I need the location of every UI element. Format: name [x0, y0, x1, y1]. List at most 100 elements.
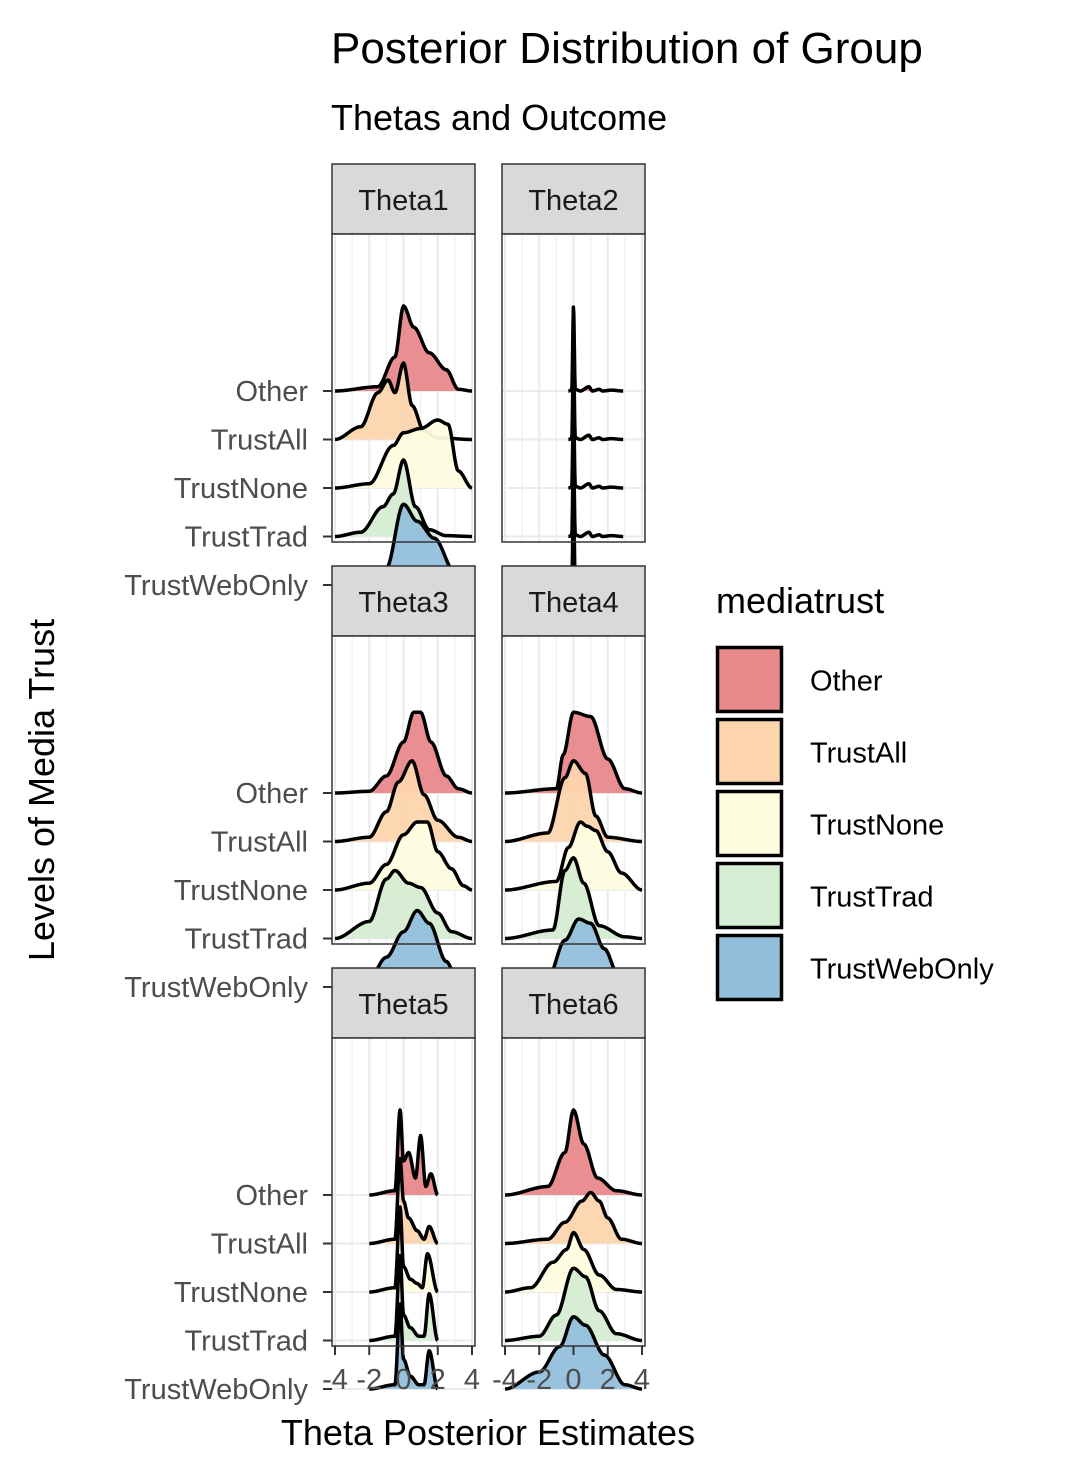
x-tick-label: 0: [565, 1364, 581, 1396]
density-line-trustall: [334, 759, 473, 844]
y-tick-label-trustwebonly: TrustWebOnly: [124, 1374, 308, 1406]
density-area-trustnone: [505, 1232, 642, 1292]
density-line-trustnone: [334, 418, 473, 490]
legend-label-trustwebonly: TrustWebOnly: [810, 954, 994, 986]
density-area-trustwebonly: [335, 504, 472, 585]
y-tick-label-trustall: TrustAll: [211, 425, 308, 457]
density-line-trustnone: [504, 820, 643, 892]
density-line-other: [368, 1108, 439, 1197]
density-line-other: [567, 305, 625, 393]
strip-label-theta3: Theta3: [358, 587, 448, 619]
y-tick-label-trustnone: TrustNone: [174, 875, 308, 907]
y-tick-label-other: Other: [235, 1180, 308, 1212]
density-line-trusttrad: [504, 856, 643, 941]
x-tick-label: 4: [464, 1364, 480, 1396]
density-line-other: [334, 304, 473, 393]
density-area-trusttrad: [335, 460, 472, 537]
density-line-trustnone: [504, 1230, 643, 1294]
density-line-trustnone: [368, 1205, 439, 1294]
x-tick-label: -2: [356, 1364, 382, 1396]
density-area-trusttrad: [505, 857, 642, 939]
legend-label-trustnone: TrustNone: [810, 810, 944, 842]
facet-panel-theta4: Theta4: [501, 565, 646, 989]
panel-border: [501, 635, 646, 945]
y-axis-title: Levels of Media Trust: [21, 619, 62, 961]
x-tick-label: -4: [492, 1364, 518, 1396]
density-line-trusttrad: [334, 458, 473, 539]
density-area-trustall: [505, 760, 642, 842]
facet-panel-theta5: Theta5 Other TrustAll TrustNone TrustTrad Tru…: [124, 967, 480, 1406]
density-line-trusttrad: [567, 450, 625, 539]
x-axis-title: Theta Posterior Estimates: [281, 1412, 695, 1453]
legend-swatch-other: [715, 645, 784, 714]
density-area-other: [335, 306, 472, 391]
y-tick-label-trustnone: TrustNone: [174, 473, 308, 505]
facet-panel-theta3: Theta3 Other TrustAll TrustNone TrustTrad Tru…: [124, 565, 476, 1004]
legend: mediatrust Other TrustAll TrustNone TrustTr…: [715, 580, 994, 1002]
legend-swatch-trustnone: [715, 789, 784, 858]
density-area-other: [505, 1110, 642, 1195]
density-area-trusttrad: [369, 1255, 438, 1341]
density-line-other: [504, 1108, 643, 1197]
density-line-trustnone: [334, 820, 473, 892]
density-area-trustnone: [505, 822, 642, 890]
density-area-trustall: [335, 363, 472, 440]
density-line-trusttrad: [504, 1266, 643, 1343]
y-tick-label-trustall: TrustAll: [211, 1229, 308, 1261]
legend-item-trusttrad: TrustTrad: [715, 861, 934, 930]
x-tick-label: 2: [430, 1364, 446, 1396]
x-tick-label: -2: [526, 1364, 552, 1396]
strip-label-theta6: Theta6: [528, 989, 618, 1021]
strip-header: [501, 163, 646, 235]
chart-title: Posterior Distribution of Group: [331, 24, 923, 73]
y-tick-label-trustall: TrustAll: [211, 827, 308, 859]
facet-panels: Theta1 Other TrustAll TrustNone TrustTrad Tru…: [124, 163, 650, 1406]
strip-header: [501, 565, 646, 637]
y-tick-label-trustwebonly: TrustWebOnly: [124, 972, 308, 1004]
strip-header: [331, 163, 476, 235]
legend-item-trustall: TrustAll: [715, 717, 907, 786]
strip-header: [501, 967, 646, 1039]
panel-border: [501, 233, 646, 543]
legend-item-other: Other: [715, 645, 883, 714]
chart-subtitle: Thetas and Outcome: [331, 97, 667, 138]
density-line-trustall: [504, 759, 643, 844]
y-tick-label-trusttrad: TrustTrad: [184, 924, 308, 956]
x-tick-label: 0: [395, 1364, 411, 1396]
legend-swatch-trustall: [715, 717, 784, 786]
panel-border: [331, 233, 476, 543]
y-tick-label-other: Other: [235, 376, 308, 408]
density-line-trustwebonly: [368, 1302, 439, 1391]
density-line-trustnone: [567, 402, 625, 490]
density-line-trustall: [567, 353, 625, 442]
x-tick-label: 4: [634, 1364, 650, 1396]
legend-swatch-trusttrad: [715, 861, 784, 930]
y-tick-label-trusttrad: TrustTrad: [184, 522, 308, 554]
density-line-trustall: [368, 1156, 439, 1246]
strip-label-theta2: Theta2: [528, 185, 618, 217]
density-area-trustnone: [335, 420, 472, 488]
density-area-other: [335, 712, 472, 793]
density-area-trustall: [505, 1192, 642, 1244]
legend-item-trustwebonly: TrustWebOnly: [715, 933, 994, 1002]
legend-label-trustall: TrustAll: [810, 738, 907, 770]
facet-panel-theta6: Theta6 -4 -2 0 2 4: [492, 967, 650, 1396]
density-line-trusttrad: [334, 868, 473, 941]
density-line-trustall: [504, 1190, 643, 1246]
x-tick-label: -4: [322, 1364, 348, 1396]
density-area-trustwebonly: [369, 1304, 438, 1389]
strip-label-theta5: Theta5: [358, 989, 448, 1021]
strip-label-theta4: Theta4: [528, 587, 618, 619]
legend-title: mediatrust: [716, 580, 884, 621]
y-tick-label-other: Other: [235, 778, 308, 810]
y-tick-label-trustwebonly: TrustWebOnly: [124, 570, 308, 602]
legend-label-other: Other: [810, 666, 883, 698]
panel-border: [331, 635, 476, 945]
x-tick-label: 2: [600, 1364, 616, 1396]
density-area-other: [505, 712, 642, 793]
legend-item-trustnone: TrustNone: [715, 789, 944, 858]
y-tick-label-trustnone: TrustNone: [174, 1277, 308, 1309]
legend-label-trusttrad: TrustTrad: [810, 882, 934, 914]
